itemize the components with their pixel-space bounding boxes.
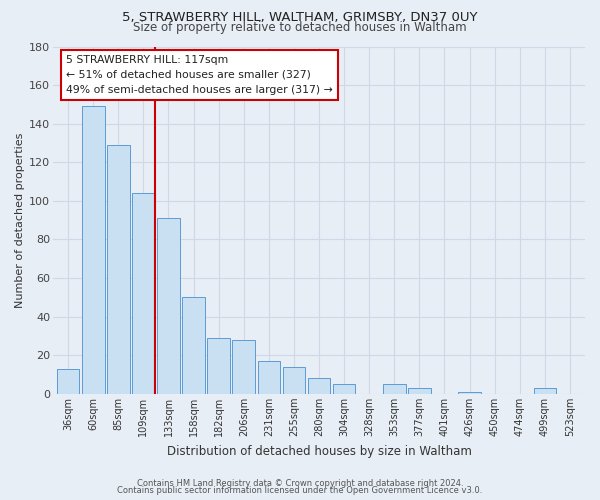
- Bar: [82, 106, 104, 394]
- Bar: [257, 361, 280, 394]
- Bar: [232, 340, 255, 394]
- Bar: [107, 145, 130, 394]
- Bar: [308, 378, 331, 394]
- Text: 5, STRAWBERRY HILL, WALTHAM, GRIMSBY, DN37 0UY: 5, STRAWBERRY HILL, WALTHAM, GRIMSBY, DN…: [122, 11, 478, 24]
- Bar: [533, 388, 556, 394]
- Bar: [182, 298, 205, 394]
- Bar: [283, 367, 305, 394]
- Bar: [132, 193, 155, 394]
- Bar: [408, 388, 431, 394]
- Text: Size of property relative to detached houses in Waltham: Size of property relative to detached ho…: [133, 21, 467, 34]
- Bar: [57, 369, 79, 394]
- Bar: [333, 384, 355, 394]
- Text: Contains public sector information licensed under the Open Government Licence v3: Contains public sector information licen…: [118, 486, 482, 495]
- Bar: [458, 392, 481, 394]
- Bar: [157, 218, 180, 394]
- Y-axis label: Number of detached properties: Number of detached properties: [15, 132, 25, 308]
- Text: Contains HM Land Registry data © Crown copyright and database right 2024.: Contains HM Land Registry data © Crown c…: [137, 478, 463, 488]
- Text: 5 STRAWBERRY HILL: 117sqm
← 51% of detached houses are smaller (327)
49% of semi: 5 STRAWBERRY HILL: 117sqm ← 51% of detac…: [67, 55, 333, 95]
- X-axis label: Distribution of detached houses by size in Waltham: Distribution of detached houses by size …: [167, 444, 472, 458]
- Bar: [208, 338, 230, 394]
- Bar: [383, 384, 406, 394]
